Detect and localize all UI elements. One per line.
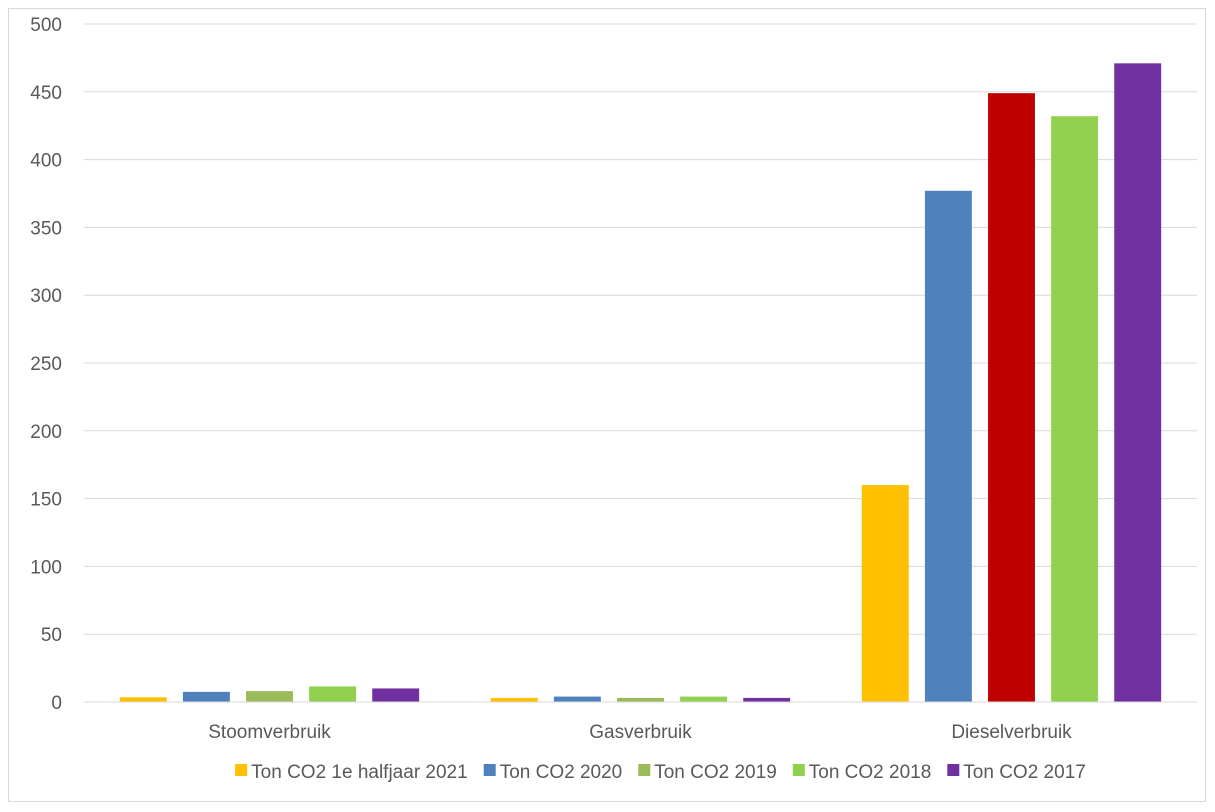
legend-label: Ton CO2 2019 xyxy=(654,762,777,783)
bar xyxy=(743,697,791,702)
y-tick-label: 200 xyxy=(30,422,62,443)
legend-swatch xyxy=(483,764,496,776)
legend-swatch xyxy=(235,764,248,776)
y-tick-label: 100 xyxy=(30,557,62,578)
bar xyxy=(680,696,728,702)
bar xyxy=(1051,116,1099,702)
category-labels: Stoomverbruik Gasverbruik Dieselverbruik xyxy=(208,722,1072,743)
legend-label: Ton CO2 1e halfjaar 2021 xyxy=(251,762,468,783)
legend: Ton CO2 1e halfjaar 2021 Ton CO2 2020 Ton … xyxy=(235,762,1086,783)
y-tick-label: 350 xyxy=(30,218,62,239)
bar xyxy=(861,485,909,702)
bar xyxy=(490,697,538,702)
legend-label: Ton CO2 2017 xyxy=(963,762,1086,783)
y-tick-label: 50 xyxy=(41,625,62,646)
x-category-label: Stoomverbruik xyxy=(208,722,331,743)
bar xyxy=(182,691,230,702)
bar xyxy=(119,697,167,702)
bars xyxy=(119,63,1162,703)
x-category-label: Gasverbruik xyxy=(589,722,692,743)
bar xyxy=(372,688,420,702)
bar xyxy=(246,691,293,702)
y-tick-label: 500 xyxy=(30,15,62,36)
x-category-label: Dieselverbruik xyxy=(951,722,1072,743)
legend-swatch xyxy=(792,764,805,776)
legend-swatch xyxy=(638,764,651,776)
legend-swatch xyxy=(947,764,960,776)
y-tick-label: 150 xyxy=(30,490,62,511)
bar xyxy=(924,190,972,702)
y-tick-label: 250 xyxy=(30,354,62,375)
y-tick-label: 400 xyxy=(30,151,62,172)
bar xyxy=(988,93,1035,702)
legend-label: Ton CO2 2020 xyxy=(500,762,623,783)
y-tick-label: 0 xyxy=(51,693,62,714)
bar xyxy=(617,697,664,702)
y-axis-ticks: 0 50 100 150 200 250 300 350 400 450 500 xyxy=(30,15,62,714)
bar xyxy=(309,686,357,702)
y-tick-label: 300 xyxy=(30,286,62,307)
y-tick-label: 450 xyxy=(30,83,62,104)
bar xyxy=(553,696,601,702)
bar xyxy=(1114,63,1162,703)
legend-label: Ton CO2 2018 xyxy=(809,762,932,783)
